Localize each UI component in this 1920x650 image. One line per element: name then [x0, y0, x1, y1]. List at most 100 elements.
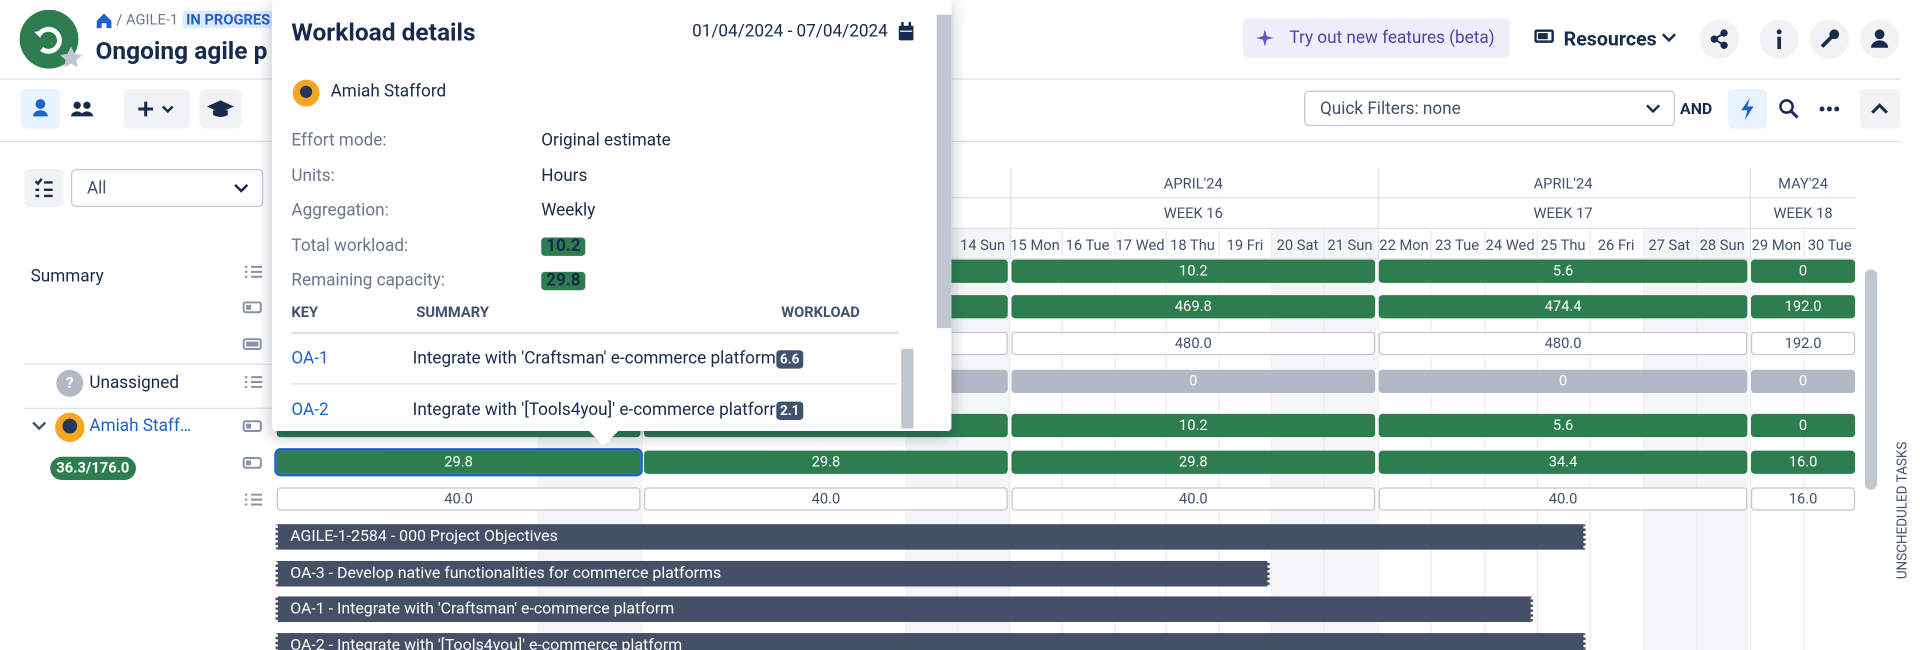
workload-cell: 480.0 — [1011, 331, 1376, 356]
page-title: Ongoing agile p — [95, 35, 268, 65]
weekend-shade — [956, 228, 1009, 650]
popup-scrollbar[interactable] — [936, 14, 952, 329]
calendar-icon[interactable] — [898, 22, 915, 42]
day-label: 18 Thu — [1170, 236, 1215, 254]
workload-cell: 5.6 — [1378, 413, 1748, 438]
search-icon — [1779, 99, 1799, 119]
filter-select[interactable]: All — [71, 168, 264, 207]
table-scrollbar[interactable] — [901, 348, 914, 429]
workload-cell: 474.4 — [1378, 295, 1748, 319]
day-divider — [1642, 228, 1644, 650]
hat-icon — [206, 100, 234, 117]
day-divider — [1536, 228, 1538, 650]
weekend-shade — [1642, 228, 1696, 650]
beta-button[interactable]: Try out new features (beta) — [1242, 18, 1510, 58]
week-label: WEEK 16 — [1163, 204, 1223, 222]
day-divider — [1695, 228, 1697, 650]
workload-cell: 0 — [1011, 369, 1376, 394]
day-label: 19 Fri — [1226, 236, 1264, 254]
user-avatar — [292, 79, 320, 107]
single-view-button[interactable] — [20, 89, 61, 129]
breadcrumb-key[interactable]: AGILE-1 — [126, 11, 179, 29]
team-view-button[interactable] — [62, 89, 102, 129]
bolt-icon — [1741, 97, 1754, 121]
month-label: APRIL'24 — [1163, 175, 1223, 193]
search-button[interactable] — [1769, 89, 1809, 129]
collapse-button[interactable] — [1860, 89, 1901, 129]
more-button[interactable] — [1809, 89, 1849, 129]
divider — [291, 331, 899, 335]
learn-button[interactable] — [199, 89, 242, 129]
summary-label: Summary — [30, 266, 104, 287]
workload-cell: 16.0 — [1751, 450, 1856, 474]
field-badge: 10.2 — [541, 236, 586, 256]
resources-label: Resources — [1563, 26, 1657, 51]
weekend-shade — [1271, 228, 1324, 650]
task-bar[interactable]: OA-2 - Integrate with '[Tools4you]' e-co… — [275, 632, 1586, 650]
list-button[interactable] — [24, 168, 64, 207]
chevron — [234, 184, 249, 193]
row-divider — [291, 383, 899, 385]
workload-cell: 5.6 — [1378, 259, 1748, 283]
day-label: 30 Tue — [1807, 236, 1852, 254]
settings-button[interactable] — [1809, 19, 1849, 59]
workload-cell[interactable]: 29.8 — [274, 448, 643, 477]
expand-chevron[interactable] — [31, 419, 48, 434]
user-name[interactable]: Amiah Stafford — [89, 416, 192, 436]
list-icon — [244, 265, 263, 278]
day-label: 17 Wed — [1115, 236, 1165, 254]
profile-button[interactable] — [1860, 19, 1900, 59]
task-bar[interactable]: OA-1 - Integrate with 'Craftsman' e-comm… — [275, 596, 1534, 623]
day-divider — [1323, 228, 1325, 650]
share-button[interactable] — [1699, 19, 1739, 59]
capacity-icon — [242, 456, 262, 469]
highlight-button[interactable] — [1727, 89, 1767, 129]
day-label: 26 Fri — [1597, 236, 1635, 254]
list-icon — [34, 178, 53, 198]
scrollbar[interactable] — [1864, 269, 1878, 490]
task-bar[interactable]: AGILE-1-2584 - 000 Project Objectives — [275, 524, 1586, 550]
day-divider — [1008, 228, 1011, 650]
status-lozenge: IN PROGRES — [182, 11, 274, 29]
logic-label[interactable]: AND — [1680, 100, 1713, 119]
task-key[interactable]: OA-1 — [291, 348, 329, 369]
divider — [24, 363, 272, 365]
header-line — [275, 197, 1857, 199]
workload-cell: 480.0 — [1378, 331, 1748, 356]
capacity-icon — [242, 338, 262, 350]
col-header: KEY — [291, 303, 319, 321]
unassigned-label: Unassigned — [89, 373, 180, 394]
day-divider — [1589, 228, 1591, 650]
quick-filters-select[interactable]: Quick Filters: none — [1304, 90, 1676, 127]
breadcrumb[interactable]: / AGILE-1 — [116, 11, 179, 29]
capacity-icon — [242, 301, 262, 314]
field-label: Remaining capacity: — [291, 270, 445, 291]
chevron — [1646, 104, 1661, 114]
task-bar[interactable]: OA-3 - Develop native functionalities fo… — [275, 560, 1270, 586]
workload-cell: 0 — [1751, 259, 1856, 283]
battery-icon — [1534, 29, 1554, 43]
add-button[interactable] — [123, 89, 190, 129]
unscheduled-tab[interactable]: UNSCHEDULED TASKS — [1894, 441, 1911, 580]
workload-cell: 29.8 — [644, 450, 1008, 474]
popup-arrow — [587, 429, 620, 446]
add-icon — [138, 101, 174, 117]
workload-cell: 40.0 — [644, 487, 1008, 511]
day-divider — [1377, 228, 1379, 650]
chevron — [1661, 33, 1676, 43]
task-key[interactable]: OA-2 — [291, 400, 329, 421]
week-label: WEEK 17 — [1533, 204, 1593, 222]
info-button[interactable] — [1759, 19, 1799, 59]
workload-cell: 10.2 — [1011, 259, 1376, 283]
day-label: 23 Tue — [1435, 236, 1479, 254]
workload-cell: 16.0 — [1751, 487, 1856, 511]
day-divider — [1430, 228, 1432, 650]
filter-label: All — [86, 178, 107, 199]
day-divider — [1061, 228, 1063, 650]
day-divider — [1803, 228, 1805, 650]
field-label: Aggregation: — [291, 200, 389, 221]
day-label: 15 Mon — [1010, 236, 1060, 254]
home-icon[interactable] — [96, 12, 113, 29]
header-line — [275, 227, 1857, 229]
col-header: WORKLOAD — [781, 303, 860, 321]
